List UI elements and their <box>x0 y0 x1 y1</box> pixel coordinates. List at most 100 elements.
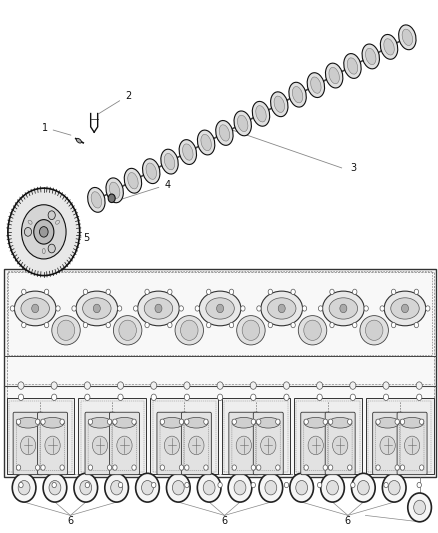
Circle shape <box>145 322 149 328</box>
Circle shape <box>136 473 159 502</box>
Ellipse shape <box>391 298 419 319</box>
Ellipse shape <box>311 77 321 93</box>
Ellipse shape <box>360 316 389 345</box>
Bar <box>9 401 72 472</box>
FancyBboxPatch shape <box>253 412 283 475</box>
Circle shape <box>327 481 339 495</box>
Circle shape <box>160 419 165 424</box>
Circle shape <box>141 481 153 495</box>
Bar <box>222 398 290 474</box>
Circle shape <box>207 289 211 295</box>
Ellipse shape <box>179 140 197 165</box>
Circle shape <box>284 482 289 488</box>
FancyBboxPatch shape <box>157 412 187 475</box>
Circle shape <box>347 419 352 424</box>
Ellipse shape <box>219 125 230 141</box>
Ellipse shape <box>237 316 265 345</box>
Circle shape <box>189 436 204 455</box>
Ellipse shape <box>380 35 398 59</box>
Circle shape <box>278 304 285 313</box>
Circle shape <box>41 465 45 470</box>
Ellipse shape <box>146 163 156 180</box>
Ellipse shape <box>304 320 321 341</box>
Ellipse shape <box>41 417 64 428</box>
Ellipse shape <box>198 130 215 155</box>
Circle shape <box>179 465 184 470</box>
Ellipse shape <box>242 320 260 341</box>
Circle shape <box>117 382 124 389</box>
Bar <box>152 401 215 472</box>
Bar <box>7 272 434 474</box>
FancyBboxPatch shape <box>13 412 43 475</box>
Circle shape <box>330 322 334 328</box>
Ellipse shape <box>274 96 285 112</box>
Circle shape <box>332 436 348 455</box>
Circle shape <box>392 322 396 328</box>
Circle shape <box>330 289 334 295</box>
Circle shape <box>164 436 180 455</box>
Circle shape <box>18 382 24 389</box>
Ellipse shape <box>88 188 105 212</box>
Circle shape <box>106 289 110 295</box>
Text: 4: 4 <box>119 180 170 200</box>
Ellipse shape <box>215 120 233 146</box>
Ellipse shape <box>180 320 198 341</box>
Circle shape <box>351 482 355 488</box>
Circle shape <box>395 465 399 470</box>
FancyBboxPatch shape <box>85 412 115 475</box>
Ellipse shape <box>56 220 60 224</box>
Circle shape <box>21 436 36 455</box>
Ellipse shape <box>206 298 234 319</box>
Circle shape <box>52 394 57 400</box>
Circle shape <box>84 382 90 389</box>
Circle shape <box>257 419 261 424</box>
Circle shape <box>291 322 295 328</box>
Circle shape <box>414 322 419 328</box>
Circle shape <box>290 473 314 502</box>
Bar <box>368 401 431 472</box>
Bar <box>224 401 288 472</box>
Circle shape <box>21 322 26 328</box>
Circle shape <box>350 394 356 400</box>
Ellipse shape <box>384 39 394 55</box>
Ellipse shape <box>252 101 270 126</box>
Ellipse shape <box>256 106 266 122</box>
Circle shape <box>72 306 76 311</box>
Circle shape <box>321 473 344 502</box>
Ellipse shape <box>119 320 136 341</box>
Ellipse shape <box>113 417 136 428</box>
FancyBboxPatch shape <box>325 412 355 475</box>
Circle shape <box>257 465 261 470</box>
Circle shape <box>420 465 424 470</box>
Circle shape <box>302 306 307 311</box>
Ellipse shape <box>304 417 327 428</box>
Circle shape <box>317 394 322 400</box>
Circle shape <box>160 465 165 470</box>
Ellipse shape <box>161 149 178 174</box>
Circle shape <box>32 304 39 313</box>
Circle shape <box>283 382 290 389</box>
Circle shape <box>259 473 283 502</box>
Circle shape <box>234 481 246 495</box>
FancyBboxPatch shape <box>181 412 212 475</box>
Circle shape <box>350 382 356 389</box>
Circle shape <box>216 304 223 313</box>
Circle shape <box>395 419 399 424</box>
Circle shape <box>376 465 380 470</box>
Ellipse shape <box>366 49 376 64</box>
Circle shape <box>48 244 55 253</box>
Circle shape <box>230 289 233 295</box>
Circle shape <box>10 306 14 311</box>
Ellipse shape <box>83 298 111 319</box>
Circle shape <box>195 306 199 311</box>
Circle shape <box>179 306 184 311</box>
Circle shape <box>185 482 189 488</box>
Circle shape <box>352 473 375 502</box>
Circle shape <box>413 500 425 515</box>
Circle shape <box>232 465 237 470</box>
Circle shape <box>34 220 54 244</box>
Ellipse shape <box>175 316 204 345</box>
Circle shape <box>48 211 55 220</box>
Circle shape <box>8 188 80 276</box>
Circle shape <box>151 382 157 389</box>
